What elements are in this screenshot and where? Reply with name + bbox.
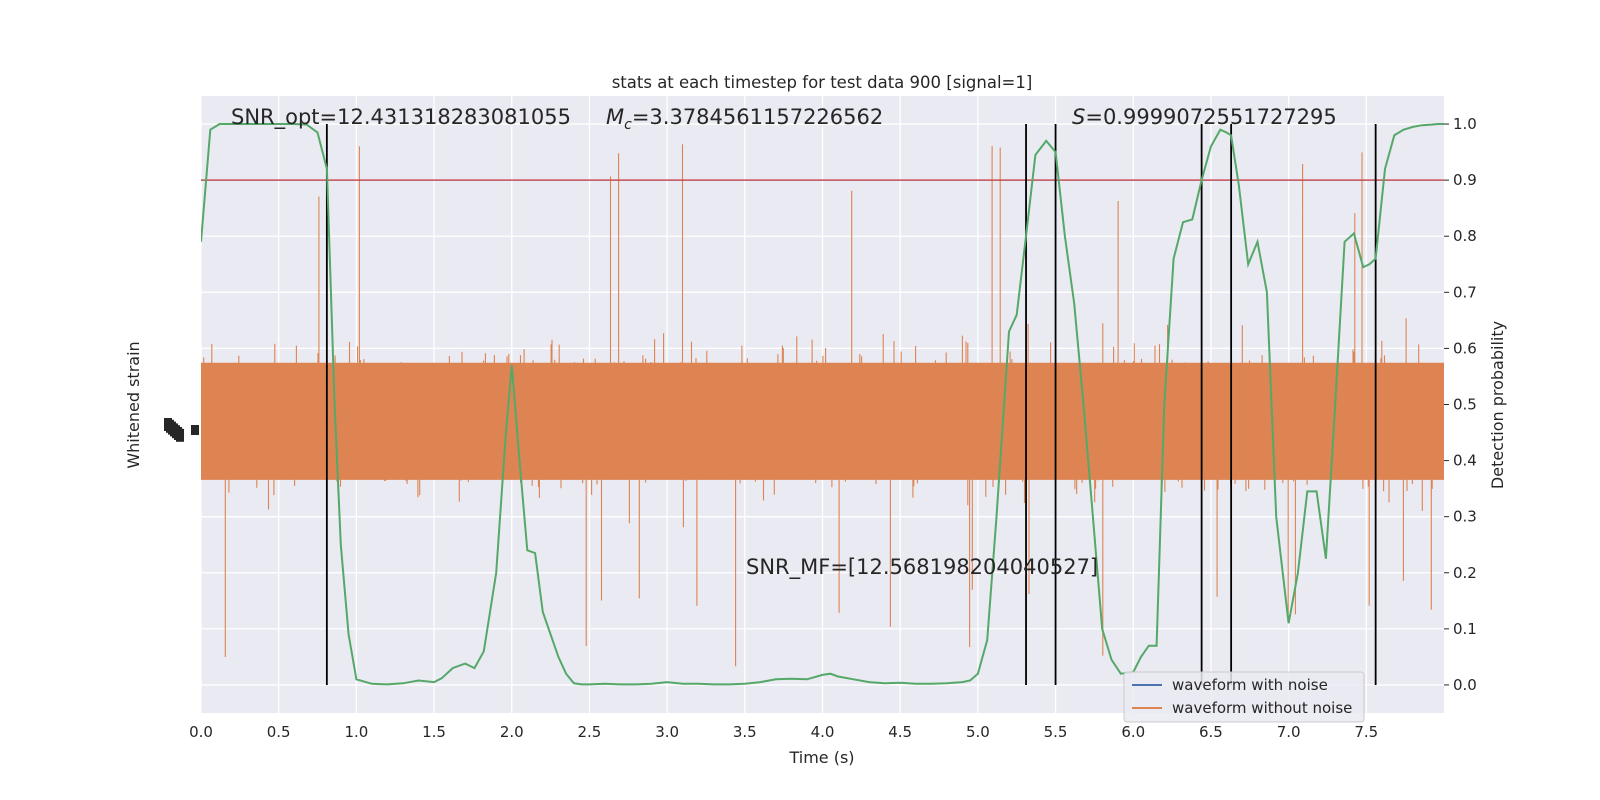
chirp-mass-subscript: c [624, 117, 632, 133]
y-tick-label: 0.0 [1453, 676, 1477, 694]
waveform-without-noise-series [201, 144, 1444, 667]
chirp-mass-symbol: M [606, 105, 624, 129]
x-tick-label: 7.5 [1354, 723, 1378, 741]
x-tick-label: 6.0 [1121, 723, 1145, 741]
right-y-axis-label: Detection probability [1488, 321, 1507, 489]
y-tick-label: 0.5 [1453, 396, 1477, 414]
x-tick-label: 1.5 [422, 723, 446, 741]
x-tick-label: 3.5 [733, 723, 757, 741]
right-axis-ticks: 0.0 0.1 0.2 0.3 0.4 0.5 0.6 0.7 0.8 0.9 1.0 [1444, 115, 1477, 694]
left-y-axis-label: Whitened strain [124, 341, 143, 468]
x-tick-label: 0.5 [267, 723, 291, 741]
legend: waveform with noise waveform without noi… [1123, 671, 1365, 723]
y-tick-label: 0.6 [1453, 339, 1477, 357]
snr-opt-annotation: SNR_opt=12.431318283081055 [231, 105, 571, 130]
vertical-lines [325, 124, 1377, 685]
y-tick-label: 1.0 [1453, 115, 1477, 133]
left-axis-ticks [164, 418, 199, 442]
legend-box [1123, 671, 1365, 723]
y-tick-label: 0.9 [1453, 171, 1477, 189]
left-tick-mark [191, 425, 199, 435]
chirp-mass-value: =3.3784561157226562 [632, 105, 883, 129]
y-tick-label: 0.8 [1453, 227, 1477, 245]
chart-title: stats at each timestep for test data 900… [612, 73, 1033, 92]
waveform-without-noise-path [201, 144, 1444, 667]
y-tick-label: 0.3 [1453, 508, 1477, 526]
detection-probability-line [201, 123, 1444, 686]
legend-label-waveform-without-noise: waveform without noise [1172, 699, 1352, 717]
x-tick-label: 4.0 [811, 723, 835, 741]
y-tick-label: 0.4 [1453, 452, 1477, 470]
s-symbol: S [1072, 105, 1085, 129]
left-tick-glyph [176, 428, 184, 442]
x-tick-label: 6.5 [1199, 723, 1223, 741]
y-tick-label: 0.2 [1453, 564, 1477, 582]
x-tick-label: 2.0 [500, 723, 524, 741]
x-tick-label: 4.5 [888, 723, 912, 741]
x-tick-label: 5.5 [1044, 723, 1068, 741]
chirp-mass-annotation: Mc=3.3784561157226562 [606, 105, 883, 133]
x-tick-label: 0.0 [189, 723, 213, 741]
x-tick-label: 2.5 [578, 723, 602, 741]
x-tick-label: 5.0 [966, 723, 990, 741]
snr-mf-annotation: SNR_MF=[12.568198204040527] [746, 555, 1098, 580]
x-axis-label: Time (s) [788, 748, 854, 767]
x-axis-ticks: 0.0 0.5 1.0 1.5 2.0 2.5 3.0 3.5 4.0 4.5 5.0 5.5 6.0 6… [189, 723, 1378, 741]
x-tick-label: 3.0 [655, 723, 679, 741]
x-tick-label: 7.0 [1277, 723, 1301, 741]
x-tick-label: 1.0 [344, 723, 368, 741]
s-annotation: S=0.9999072551727295 [1072, 105, 1337, 129]
y-tick-label: 0.1 [1453, 620, 1477, 638]
legend-label-waveform-with-noise: waveform with noise [1172, 676, 1328, 694]
s-value: =0.9999072551727295 [1085, 105, 1336, 129]
y-tick-label: 0.7 [1453, 283, 1477, 301]
